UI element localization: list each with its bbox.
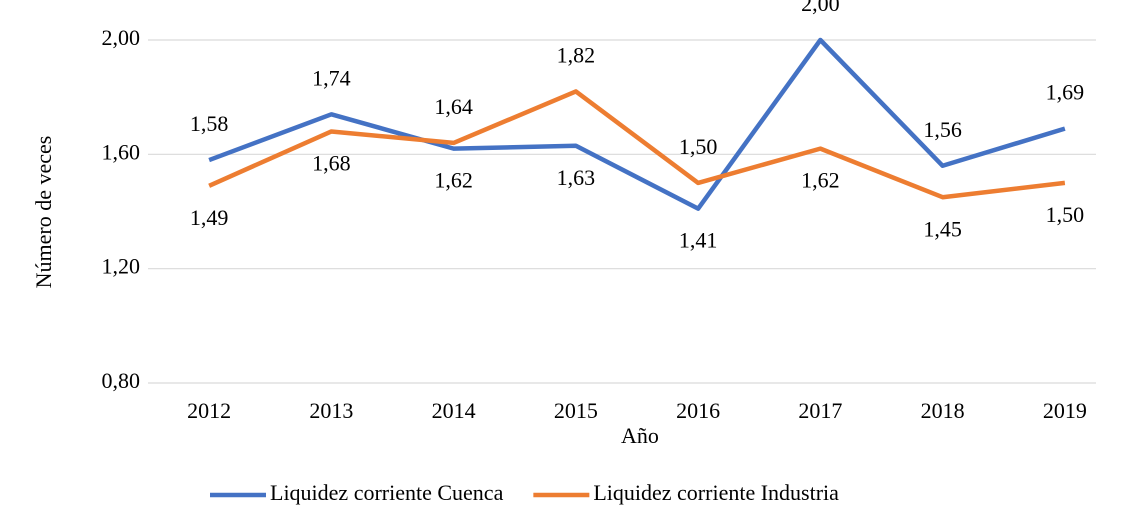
data-label: 1,74 [312, 65, 351, 90]
line-series [208, 89, 1066, 200]
line-series [208, 37, 1066, 211]
x-tick-label: 2015 [554, 398, 598, 423]
legend-label: Liquidez corriente Industria [593, 480, 839, 505]
legend-label: Liquidez corriente Cuenca [270, 480, 504, 505]
y-tick-label: 1,20 [102, 254, 141, 279]
y-tick-label: 1,60 [102, 139, 141, 164]
data-label: 1,50 [679, 134, 718, 159]
data-label: 1,63 [557, 165, 596, 190]
data-label: 1,64 [434, 94, 473, 119]
y-tick-label: 0,80 [102, 368, 141, 393]
x-tick-label: 2013 [309, 398, 353, 423]
data-label: 1,58 [190, 111, 229, 136]
data-label: 1,62 [434, 168, 473, 193]
y-axis-title: Número de veces [31, 136, 56, 289]
x-axis-title: Año [621, 423, 659, 448]
data-label: 1,68 [312, 151, 351, 176]
y-tick-label: 2,00 [102, 25, 141, 50]
x-tick-label: 2014 [432, 398, 476, 423]
data-label: 1,69 [1046, 80, 1085, 105]
data-label: 1,50 [1046, 202, 1085, 227]
x-tick-label: 2016 [676, 398, 720, 423]
x-tick-label: 2019 [1043, 398, 1087, 423]
x-tick-label: 2018 [921, 398, 965, 423]
x-tick-label: 2012 [187, 398, 231, 423]
data-label: 1,62 [801, 168, 840, 193]
data-label: 1,45 [923, 216, 962, 241]
data-label: 1,82 [557, 42, 596, 67]
data-label: 1,41 [679, 228, 718, 253]
data-label: 1,56 [923, 117, 962, 142]
x-tick-label: 2017 [798, 398, 842, 423]
data-label: 1,49 [190, 205, 229, 230]
data-label: 2,00 [801, 0, 840, 16]
